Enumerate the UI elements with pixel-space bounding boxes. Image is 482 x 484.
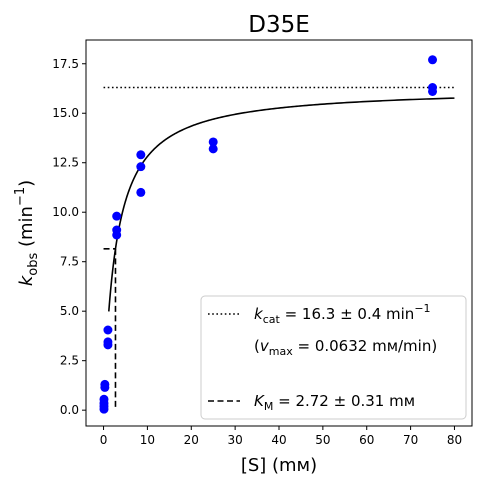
y-tick-label: 2.5 [60,354,79,368]
y-axis-label-unit-superscript: −1 [13,187,28,206]
data-point [103,325,113,335]
x-axis-label: [S] (mм) [241,455,317,476]
legend-kcat-entry: kcat = 16.3 ± 0.4 min−1 [254,302,431,326]
y-axis-label-subscript: obs [26,253,41,276]
data-point [100,379,110,389]
y-axis: 0.0 2.5 5.0 7.5 10.0 12.5 15.0 17.5 [52,57,86,417]
x-tick-label: 70 [403,433,418,447]
x-tick-label: 50 [315,433,330,447]
legend-vmax-entry: (vmax = 0.0632 mм/min) [254,337,437,358]
y-axis-label-unit: (min [16,206,37,253]
y-tick-label: 0.0 [60,403,79,417]
x-tick-label: 0 [100,433,108,447]
data-point [428,55,438,65]
y-axis-label-unit-close: ) [16,180,37,187]
data-point [136,150,146,160]
y-tick-label: 15.0 [52,106,79,120]
x-tick-label: 10 [140,433,155,447]
y-axis-label: kobs (min−1) [13,180,41,286]
y-tick-label: 12.5 [52,156,79,170]
data-point [136,162,146,172]
y-tick-label: 17.5 [52,57,79,71]
data-point [99,394,109,404]
data-point [136,187,146,197]
x-tick-label: 40 [271,433,286,447]
y-axis-label-symbol: k [16,274,37,286]
x-tick-label: 20 [184,433,199,447]
chart-title: D35E [248,12,310,38]
data-point [112,211,122,221]
legend: kcat = 16.3 ± 0.4 min−1 (vmax = 0.0632 m… [200,295,467,420]
legend-box [200,295,467,420]
y-tick-label: 5.0 [60,304,79,318]
y-tick-label: 10.0 [52,205,79,219]
y-tick-label: 7.5 [60,255,79,269]
x-tick-label: 80 [447,433,462,447]
data-layer [99,55,455,414]
x-tick-label: 30 [227,433,242,447]
data-point [112,225,122,235]
data-point [208,137,218,147]
fit-curve [108,97,455,312]
data-point [103,337,113,347]
data-point [428,83,438,93]
legend-km-entry: KM = 2.72 ± 0.31 mм [254,392,415,413]
data-point [208,144,218,154]
x-axis: 0 10 20 30 40 50 60 70 80 [100,426,462,447]
x-tick-label: 60 [359,433,374,447]
